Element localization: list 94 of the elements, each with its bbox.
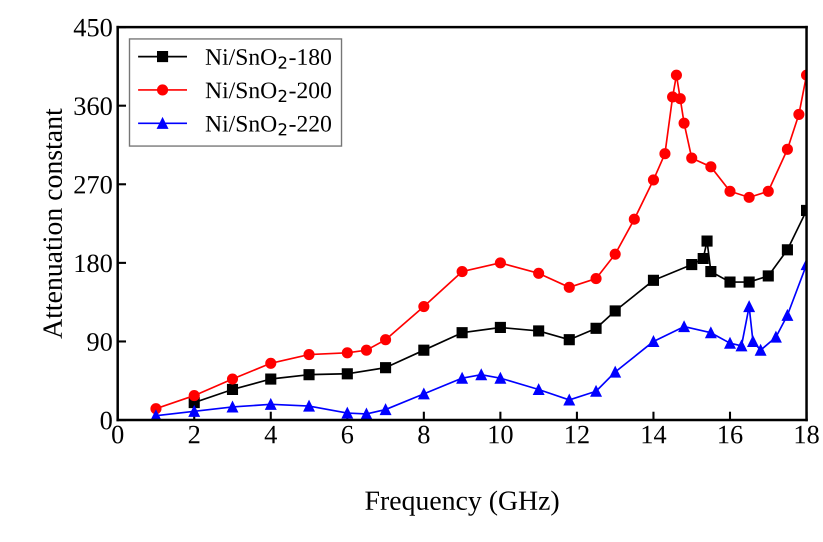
point: [686, 152, 698, 164]
point: [590, 273, 602, 284]
point: [670, 70, 682, 81]
point: [380, 334, 392, 346]
point: [188, 390, 200, 402]
point: [610, 366, 621, 378]
point: [782, 144, 793, 155]
point: [533, 384, 544, 396]
y-tick-label: 180: [76, 254, 112, 272]
y-tick-label: 90: [87, 333, 112, 351]
point: [303, 400, 315, 412]
point: [380, 362, 392, 374]
point: [648, 336, 660, 348]
point: [755, 344, 766, 356]
point: [724, 186, 736, 197]
point: [736, 340, 748, 352]
point: [724, 338, 736, 349]
point: [226, 401, 238, 413]
point: [610, 305, 621, 316]
point: [265, 358, 276, 369]
point: [648, 174, 660, 186]
y-tick-label: 0: [100, 412, 112, 430]
point: [476, 369, 487, 380]
point: [342, 368, 353, 380]
point: [494, 257, 506, 268]
x-tick-label: 8: [418, 426, 430, 444]
point: [762, 186, 774, 197]
point: [793, 108, 804, 120]
x-tick-label: 16: [719, 426, 742, 444]
point: [342, 408, 353, 419]
point: [533, 325, 544, 337]
x-tick-label: 2: [188, 426, 200, 444]
y-tick-label: 270: [74, 176, 112, 194]
point: [265, 398, 276, 410]
point: [610, 248, 621, 260]
point: [418, 300, 430, 312]
point: [762, 270, 774, 282]
point: [698, 252, 709, 264]
point: [564, 394, 575, 406]
point: [744, 192, 755, 203]
point: [590, 322, 602, 334]
x-tick-label: 4: [264, 426, 277, 444]
point: [360, 344, 372, 356]
legend-label: Ni/SnO$_{2}$-220: [206, 116, 331, 136]
y-tick-label: 450: [74, 18, 112, 37]
point: [303, 349, 315, 360]
point: [678, 321, 690, 332]
x-axis-title: Frequency (GHz): [365, 490, 558, 516]
point: [628, 214, 640, 225]
point: [226, 373, 238, 385]
point: [418, 388, 430, 400]
x-tick-label: 0: [112, 426, 124, 444]
point: [494, 372, 506, 384]
point: [705, 327, 716, 338]
point: [782, 310, 793, 321]
point: [533, 268, 544, 279]
point: [705, 161, 716, 172]
legend-label: Ni/SnO$_{2}$-200: [206, 82, 331, 102]
point: [747, 336, 759, 348]
legend-label: Ni/SnO$_{2}$-180: [206, 49, 331, 69]
x-tick-label: 14: [642, 426, 666, 444]
point: [701, 235, 713, 247]
point: [564, 334, 575, 346]
point: [674, 93, 686, 104]
point: [456, 327, 468, 338]
point: [686, 259, 698, 270]
point: [303, 369, 315, 380]
x-tick-label: 6: [342, 426, 354, 444]
point: [659, 148, 670, 160]
point: [744, 300, 755, 312]
x-tick-label: 12: [566, 426, 589, 444]
point: [782, 244, 793, 256]
y-tick-label: 360: [74, 97, 112, 116]
point: [770, 332, 782, 343]
point: [564, 282, 575, 293]
point: [456, 372, 468, 384]
point: [342, 347, 353, 358]
point: [648, 274, 660, 286]
point: [724, 276, 736, 288]
point: [265, 373, 276, 385]
point: [678, 118, 690, 129]
point: [188, 406, 200, 417]
point: [590, 386, 602, 397]
x-tick-label: 10: [490, 426, 513, 444]
y-axis-title: Attenuation constant: [43, 108, 62, 339]
point: [226, 384, 238, 396]
point: [744, 276, 755, 288]
point: [418, 344, 430, 356]
point: [494, 322, 506, 334]
point: [456, 266, 468, 278]
point: [360, 408, 372, 420]
x-tick-label: 18: [796, 426, 819, 444]
point: [705, 266, 716, 278]
point: [380, 404, 392, 416]
